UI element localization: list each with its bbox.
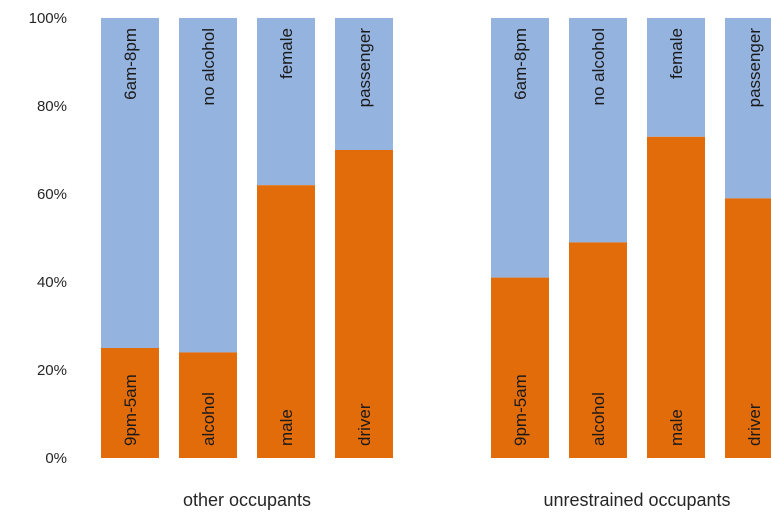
bar-top-label: 6am-8pm bbox=[121, 28, 140, 100]
bar-segment-bottom bbox=[101, 348, 159, 458]
bar-segment-bottom bbox=[725, 198, 771, 458]
bar-top-label: no alcohol bbox=[589, 28, 608, 106]
bar-bottom-label: alcohol bbox=[199, 392, 218, 446]
bar-bottom-label: 9pm-5am bbox=[121, 374, 140, 446]
y-tick-label: 80% bbox=[37, 98, 67, 115]
bar-bottom-label: driver bbox=[745, 403, 764, 446]
bar-top-label: female bbox=[277, 28, 296, 79]
bar-bottom-label: 9pm-5am bbox=[511, 374, 530, 446]
bar-bottom-label: male bbox=[667, 409, 686, 446]
bar-segment-bottom bbox=[569, 242, 627, 458]
bar-top-label: female bbox=[667, 28, 686, 79]
y-tick-label: 20% bbox=[37, 362, 67, 379]
bar-segment-top bbox=[491, 18, 549, 278]
y-tick-label: 0% bbox=[45, 450, 67, 467]
bar-segment-top bbox=[725, 18, 771, 199]
y-tick-label: 100% bbox=[29, 10, 67, 27]
y-tick-label: 60% bbox=[37, 186, 67, 203]
bar-bottom-label: male bbox=[277, 409, 296, 446]
bar-bottom-label: alcohol bbox=[589, 392, 608, 446]
group-label: unrestrained occupants bbox=[543, 490, 730, 510]
bar-segment-top bbox=[257, 18, 315, 186]
bar-top-label: passenger bbox=[355, 28, 374, 108]
bar-segment-top bbox=[569, 18, 627, 243]
bar-bottom-label: driver bbox=[355, 403, 374, 446]
bar-segment-bottom bbox=[179, 352, 237, 458]
y-axis: 0% 20% 40% 60% 80% 100% bbox=[29, 10, 67, 467]
plot-area: 9pm-5am 6am-8pm alcohol no alcohol male femal… bbox=[101, 18, 771, 459]
y-tick-label: 40% bbox=[37, 274, 67, 291]
bar-segment-top bbox=[101, 18, 159, 348]
bar-top-label: no alcohol bbox=[199, 28, 218, 106]
bar-top-label: 6am-8pm bbox=[511, 28, 530, 100]
bar-segment-top bbox=[647, 18, 705, 137]
bar-segment-bottom bbox=[257, 185, 315, 458]
bar-top-label: passenger bbox=[745, 28, 764, 108]
group-label: other occupants bbox=[183, 490, 311, 510]
group-labels: other occupants unrestrained occupants bbox=[183, 490, 731, 510]
bar-segment-top bbox=[335, 18, 393, 150]
bar-segment-top bbox=[179, 18, 237, 353]
bar-segment-bottom bbox=[335, 150, 393, 458]
bar-segment-bottom bbox=[647, 136, 705, 459]
bar-segment-bottom bbox=[491, 277, 549, 458]
